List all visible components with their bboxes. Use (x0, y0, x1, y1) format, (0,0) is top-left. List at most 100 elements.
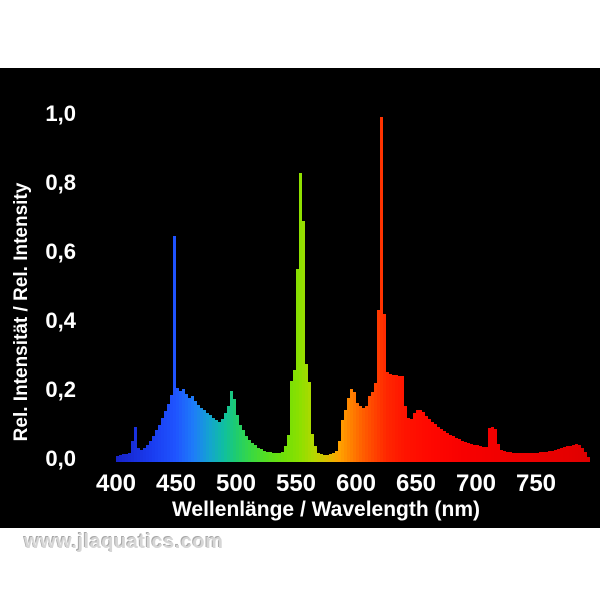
spectrum-bar (464, 442, 467, 462)
spectrum-bar (302, 221, 305, 462)
x-tick-label: 400 (95, 470, 137, 497)
spectrum-bar (317, 453, 320, 462)
spectrum-bar (407, 418, 410, 462)
spectrum-bar (482, 447, 485, 462)
spectrum-bar (386, 372, 389, 462)
spectrum-bar (584, 452, 587, 462)
spectrum-bar (362, 408, 365, 462)
spectrum-bar (143, 448, 146, 462)
spectrum-bar (542, 452, 545, 462)
spectrum-bar (338, 441, 341, 462)
spectrum-bar (281, 452, 284, 462)
spectrum-bars (0, 68, 600, 528)
spectrum-bar (254, 445, 257, 462)
spectrum-bar (488, 428, 491, 462)
spectrum-bar (554, 450, 557, 462)
y-tick-label: 0,0 (45, 446, 76, 471)
spectrum-bar (212, 418, 215, 462)
spectrum-bar (458, 439, 461, 462)
spectrum-bar (551, 451, 554, 462)
spectrum-bar (380, 117, 383, 462)
spectrum-bar (290, 381, 293, 462)
chart-area: Rel. Intensität / Rel. Intensity 1,0 0,8 0… (0, 68, 600, 528)
spectrum-bar (365, 406, 368, 462)
spectrum-bar (233, 399, 236, 462)
spectrum-bar (566, 446, 569, 462)
x-tick-label: 450 (155, 470, 197, 497)
spectrum-bar (122, 454, 125, 462)
spectrum-bar (431, 422, 434, 462)
spectrum-bar (374, 383, 377, 462)
spectrum-bar (125, 454, 128, 462)
y-tick-label: 0,6 (45, 239, 76, 264)
watermark-text: www.jlaquatics.com (24, 531, 224, 553)
spectrum-bar (170, 395, 173, 462)
spectrum-bar (269, 452, 272, 462)
spectrum-bar (392, 375, 395, 462)
spectrum-bar (449, 435, 452, 462)
y-tick-label: 0,2 (45, 377, 76, 402)
spectrum-bar (569, 446, 572, 462)
spectrum-bar (434, 424, 437, 462)
spectrum-bar (305, 364, 308, 462)
spectrum-bar (398, 376, 401, 462)
spectrum-bar (314, 446, 317, 462)
spectrum-bar (161, 418, 164, 462)
spectrum-bar (203, 410, 206, 462)
spectrum-bar (185, 394, 188, 462)
spectrum-bar (470, 444, 473, 462)
spectrum-bar (311, 434, 314, 462)
spectrum-bar (545, 452, 548, 462)
spectrum-bar (347, 398, 350, 462)
spectrum-bar (527, 453, 530, 462)
spectrum-bar (389, 374, 392, 462)
spectrum-bar (401, 376, 404, 462)
spectrum-bar (173, 236, 176, 462)
spectrum-bar (272, 453, 275, 462)
y-tick-label: 1,0 (45, 101, 76, 126)
spectrum-bar (275, 453, 278, 462)
spectrum-bar (512, 453, 515, 462)
spectrum-bar (167, 404, 170, 462)
spectrum-bar (155, 430, 158, 462)
spectrum-bar (287, 435, 290, 462)
spectrum-bar (131, 441, 134, 462)
spectrum-bar (344, 410, 347, 462)
spectrum-bar (179, 391, 182, 462)
spectrum-bar (353, 392, 356, 462)
spectrum-bar (446, 433, 449, 462)
spectrum-bar (248, 440, 251, 462)
spectrum-bar (572, 445, 575, 462)
spectrum-bar (236, 415, 239, 462)
spectrum-bar (245, 436, 248, 462)
spectrum-bar (260, 449, 263, 462)
spectrum-bar (479, 446, 482, 462)
spectrum-bar (242, 430, 245, 462)
spectrum-bar (524, 453, 527, 462)
spectrum-bar (497, 444, 500, 462)
x-tick-label: 650 (395, 470, 437, 497)
spectrum-bar (194, 401, 197, 462)
x-axis-title: Wellenlänge / Wavelength (nm) (171, 498, 481, 521)
spectrum-bar (266, 452, 269, 462)
spectrum-bar (404, 406, 407, 462)
spectrum-bar (227, 406, 230, 462)
spectrum-bar (491, 427, 494, 462)
spectrum-bar (422, 412, 425, 462)
spectrum-bar (476, 445, 479, 462)
spectrum-bar (413, 413, 416, 462)
spectrum-bar (473, 445, 476, 462)
spectrum-bar (149, 441, 152, 462)
spectrum-bar (263, 451, 266, 462)
spectrum-bar (119, 455, 122, 462)
spectrum-bar (425, 416, 428, 462)
spectrum-bar (359, 406, 362, 462)
spectrum-bar (350, 389, 353, 462)
spectrum-bar (320, 454, 323, 462)
spectrum-bar (485, 447, 488, 462)
spectrum-bar (581, 448, 584, 462)
spectrum-bar (578, 445, 581, 462)
spectrum-bar (455, 438, 458, 462)
spectrum-bar (176, 388, 179, 462)
